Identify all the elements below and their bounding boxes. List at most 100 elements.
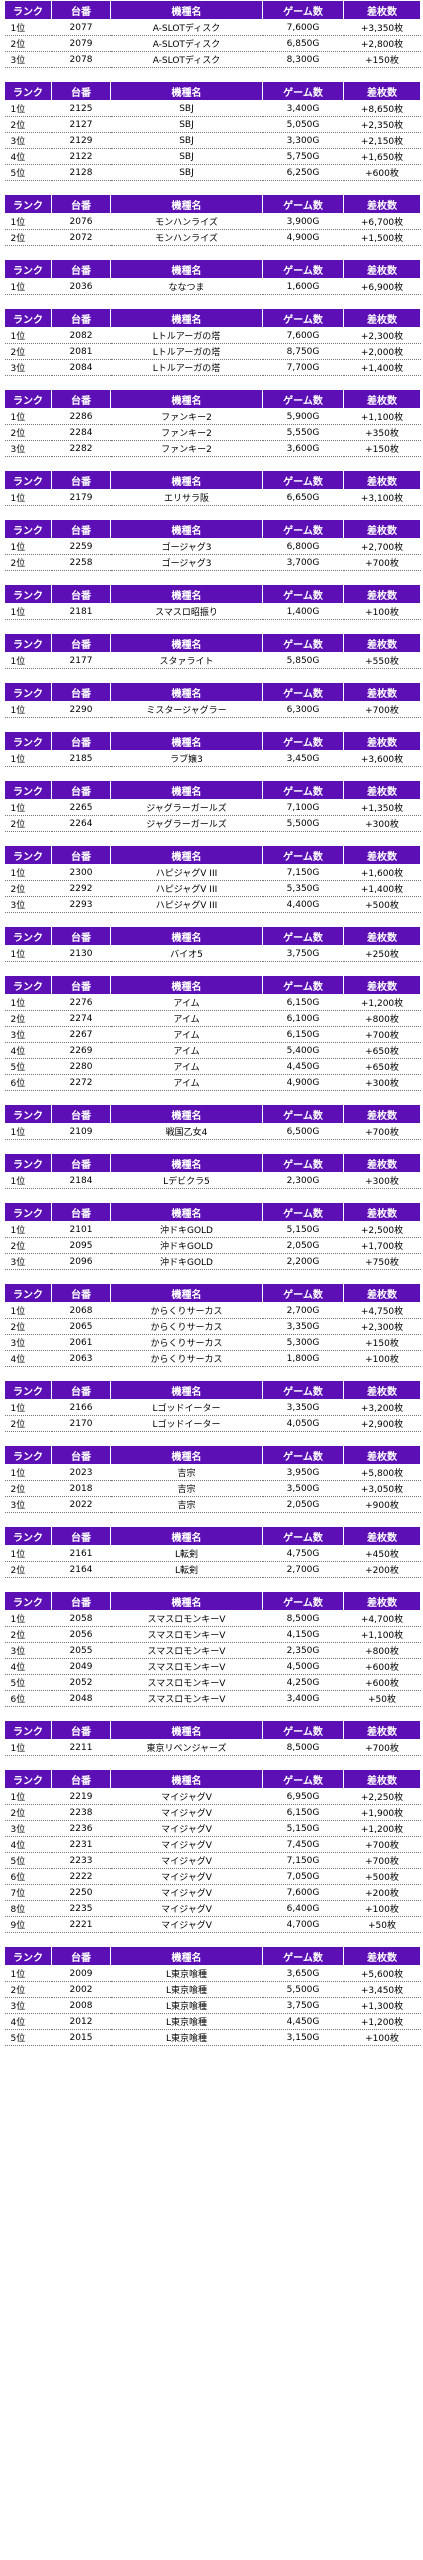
machine-name-cell: ゴージャグ3 <box>110 538 263 555</box>
machine-number-cell: 2078 <box>51 51 111 68</box>
coin-difference-cell: +2,350枚 <box>343 116 421 133</box>
machine-number-cell: 2009 <box>51 1965 111 1982</box>
rank-cell: 1位 <box>4 1739 52 1756</box>
table-row: 8位 2235 マイジャグV 6,400G +100枚 <box>4 1900 421 1917</box>
game-count-cell: 3,950G <box>262 1464 344 1481</box>
machine-number-cell: 2109 <box>51 1123 111 1140</box>
machine-number-cell: 2072 <box>51 229 111 246</box>
table-row: 3位 2267 アイム 6,150G +700枚 <box>4 1026 421 1043</box>
coin-difference-header: 差枚数 <box>343 926 421 946</box>
coin-difference-cell: +350枚 <box>343 424 421 441</box>
table-row: 1位 2036 ななつま 1,600G +6,900枚 <box>4 278 421 295</box>
rank-cell: 1位 <box>4 1965 52 1982</box>
game-count-cell: 5,300G <box>262 1334 344 1351</box>
game-count-cell: 4,750G <box>262 1545 344 1562</box>
rank-header: ランク <box>4 259 52 279</box>
game-count-cell: 6,950G <box>262 1788 344 1805</box>
game-count-header: ゲーム数 <box>262 308 344 328</box>
game-count-cell: 7,600G <box>262 19 344 36</box>
table-header-row: ランク 台番 機種名 ゲーム数 差枚数 <box>4 470 421 490</box>
game-count-cell: 4,450G <box>262 1058 344 1075</box>
game-count-cell: 3,450G <box>262 750 344 767</box>
table-row: 1位 2166 Lゴッドイーター 3,350G +3,200枚 <box>4 1399 421 1416</box>
rank-cell: 3位 <box>4 1997 52 2014</box>
machine-number-header: 台番 <box>51 1769 111 1789</box>
machine-name-cell: からくりサーカス <box>110 1350 263 1367</box>
machine-name-cell: マイジャグV <box>110 1884 263 1901</box>
machine-number-header: 台番 <box>51 1104 111 1124</box>
game-count-header: ゲーム数 <box>262 1946 344 1966</box>
machine-number-cell: 2008 <box>51 1997 111 2014</box>
machine-name-cell: ハピジャグV III <box>110 880 263 897</box>
machine-name-cell: からくりサーカス <box>110 1302 263 1319</box>
machine-number-cell: 2222 <box>51 1868 111 1885</box>
game-count-cell: 4,900G <box>262 1074 344 1091</box>
table-header-row: ランク 台番 機種名 ゲーム数 差枚数 <box>4 1720 421 1740</box>
game-count-header: ゲーム数 <box>262 1445 344 1465</box>
game-count-cell: 6,400G <box>262 1900 344 1917</box>
game-count-header: ゲーム数 <box>262 633 344 653</box>
coin-difference-cell: +750枚 <box>343 1253 421 1270</box>
coin-difference-cell: +4,750枚 <box>343 1302 421 1319</box>
machine-name-cell: L転剣 <box>110 1545 263 1562</box>
table-header-row: ランク 台番 機種名 ゲーム数 差枚数 <box>4 1946 421 1966</box>
machine-name-header: 機種名 <box>110 975 263 995</box>
coin-difference-header: 差枚数 <box>343 1591 421 1611</box>
coin-difference-cell: +3,350枚 <box>343 19 421 36</box>
game-count-cell: 5,350G <box>262 880 344 897</box>
game-count-header: ゲーム数 <box>262 1283 344 1303</box>
machine-name-cell: ファンキー2 <box>110 440 263 457</box>
machine-number-header: 台番 <box>51 780 111 800</box>
machine-number-cell: 2077 <box>51 19 111 36</box>
machine-number-cell: 2063 <box>51 1350 111 1367</box>
machine-name-header: 機種名 <box>110 259 263 279</box>
game-count-cell: 6,100G <box>262 1010 344 1027</box>
machine-name-cell: アイム <box>110 1042 263 1059</box>
ranking-table: ランク 台番 機種名 ゲーム数 差枚数 1位 2125 SBJ 3,400G +8,650枚 2位 2… <box>4 81 421 181</box>
table-row: 1位 2184 Lデビクラ5 2,300G +300枚 <box>4 1172 421 1189</box>
ranking-table: ランク 台番 機種名 ゲーム数 差枚数 1位 2058 スマスロモンキーV 8,500G +4,7… <box>4 1591 421 1707</box>
ranking-table: ランク 台番 機種名 ゲーム数 差枚数 1位 2211 東京リベンジャーズ 8,500G +700… <box>4 1720 421 1756</box>
coin-difference-header: 差枚数 <box>343 975 421 995</box>
machine-name-cell: ファンキー2 <box>110 424 263 441</box>
machine-name-header: 機種名 <box>110 1720 263 1740</box>
table-row: 2位 2170 Lゴッドイーター 4,050G +2,900枚 <box>4 1415 421 1432</box>
table-header-row: ランク 台番 機種名 ゲーム数 差枚数 <box>4 1283 421 1303</box>
game-count-header: ゲーム数 <box>262 780 344 800</box>
table-row: 2位 2264 ジャグラーガールズ 5,500G +300枚 <box>4 815 421 832</box>
table-row: 1位 2009 L東京喰種 3,650G +5,600枚 <box>4 1965 421 1982</box>
table-row: 1位 2177 スタァライト 5,850G +550枚 <box>4 652 421 669</box>
coin-difference-header: 差枚数 <box>343 780 421 800</box>
table-header-row: ランク 台番 機種名 ゲーム数 差枚数 <box>4 259 421 279</box>
table-row: 3位 2282 ファンキー2 3,600G +150枚 <box>4 440 421 457</box>
table-row: 1位 2161 L転剣 4,750G +450枚 <box>4 1545 421 1562</box>
table-header-row: ランク 台番 機種名 ゲーム数 差枚数 <box>4 845 421 865</box>
rank-cell: 1位 <box>4 19 52 36</box>
rank-cell: 1位 <box>4 327 52 344</box>
game-count-header: ゲーム数 <box>262 1104 344 1124</box>
table-row: 5位 2015 L東京喰種 3,150G +100枚 <box>4 2029 421 2046</box>
machine-name-cell: スマスロ昭振り <box>110 603 263 620</box>
ranking-table: ランク 台番 機種名 ゲーム数 差枚数 1位 2036 ななつま 1,600G +6,900枚 <box>4 259 421 295</box>
table-row: 2位 2072 モンハンライズ 4,900G +1,500枚 <box>4 229 421 246</box>
coin-difference-cell: +450枚 <box>343 1545 421 1562</box>
game-count-header: ゲーム数 <box>262 845 344 865</box>
machine-number-cell: 2058 <box>51 1610 111 1627</box>
coin-difference-cell: +650枚 <box>343 1042 421 1059</box>
machine-number-cell: 2264 <box>51 815 111 832</box>
game-count-cell: 7,600G <box>262 1884 344 1901</box>
machine-number-header: 台番 <box>51 0 111 20</box>
coin-difference-header: 差枚数 <box>343 1283 421 1303</box>
machine-number-cell: 2065 <box>51 1318 111 1335</box>
ranking-table: ランク 台番 機種名 ゲーム数 差枚数 1位 2179 エリサラ阪 6,650G +3,100枚 <box>4 470 421 506</box>
table-row: 2位 2164 L転剣 2,700G +200枚 <box>4 1561 421 1578</box>
coin-difference-cell: +3,200枚 <box>343 1399 421 1416</box>
table-row: 4位 2122 SBJ 5,750G +1,650枚 <box>4 148 421 165</box>
rank-cell: 1位 <box>4 1464 52 1481</box>
table-row: 5位 2233 マイジャグV 7,150G +700枚 <box>4 1852 421 1869</box>
table-header-row: ランク 台番 機種名 ゲーム数 差枚数 <box>4 308 421 328</box>
game-count-cell: 5,900G <box>262 408 344 425</box>
table-row: 1位 2023 吉宗 3,950G +5,800枚 <box>4 1464 421 1481</box>
rank-cell: 1位 <box>4 750 52 767</box>
coin-difference-cell: +1,200枚 <box>343 2013 421 2030</box>
